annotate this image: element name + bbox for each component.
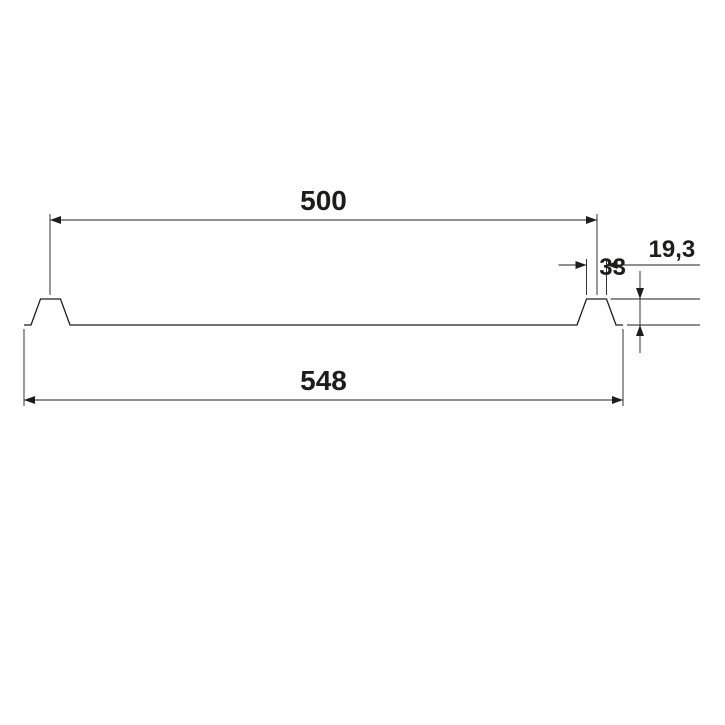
drawing-svg: 500 33 19,3 548	[0, 0, 725, 725]
profile-outline	[24, 299, 623, 325]
dimension-texts: 500 33 19,3 548	[300, 185, 695, 396]
dim-label-33: 33	[599, 254, 626, 281]
dimension-lines	[24, 214, 700, 406]
technical-drawing: 500 33 19,3 548	[0, 0, 725, 725]
dim-label-500: 500	[300, 185, 347, 216]
dim-label-548: 548	[300, 365, 347, 396]
dim-label-193: 19,3	[649, 236, 696, 263]
